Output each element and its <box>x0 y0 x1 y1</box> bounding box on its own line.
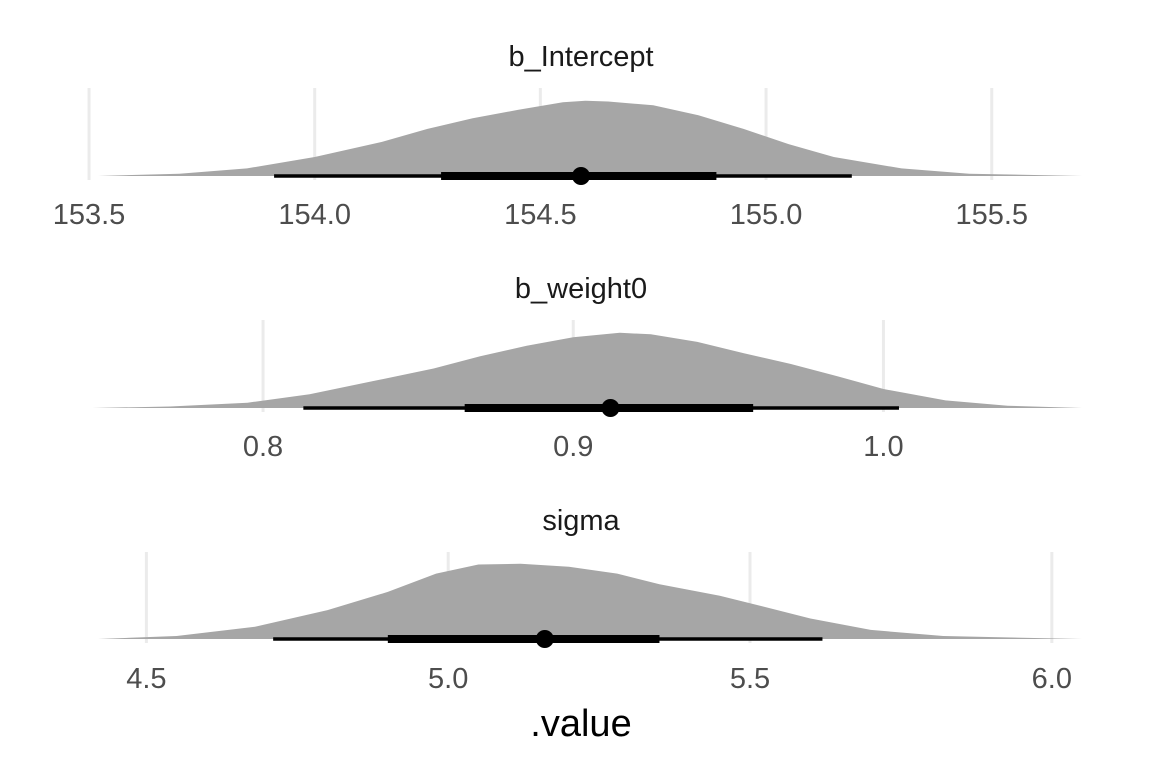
x-tick-label: 5.5 <box>730 663 770 695</box>
panel-2: sigma 4.5 5.0 5.5 6.0 <box>98 505 1083 695</box>
x-tick-label: 154.0 <box>278 199 351 231</box>
x-tick-label: 155.5 <box>955 199 1028 231</box>
density-area <box>98 563 1083 639</box>
panel-title: b_weight0 <box>515 273 647 305</box>
point-estimate <box>601 399 620 417</box>
x-tick-label: 0.8 <box>243 431 283 463</box>
density-area <box>98 100 1082 176</box>
panel-1: b_weight0 0.8 0.9 1.0 <box>92 273 1082 463</box>
x-tick-label: 5.0 <box>428 663 468 695</box>
density-area <box>92 332 1082 408</box>
x-tick-label: 154.5 <box>504 199 577 231</box>
point-estimate <box>572 167 590 185</box>
x-tick-label: 1.0 <box>863 431 903 463</box>
x-axis-title: .value <box>530 703 631 745</box>
panel-0: b_Intercept 153.5 154.0 154.5 155.0 155.5 <box>53 41 1082 231</box>
x-tick-label: 6.0 <box>1032 663 1072 695</box>
x-tick-label: 4.5 <box>126 663 166 695</box>
point-estimate <box>535 630 554 648</box>
x-tick-label: 0.9 <box>553 431 593 463</box>
panel-title: b_Intercept <box>508 41 653 73</box>
x-tick-label: 155.0 <box>730 199 803 231</box>
panel-title: sigma <box>542 505 620 537</box>
x-tick-label: 153.5 <box>53 199 126 231</box>
